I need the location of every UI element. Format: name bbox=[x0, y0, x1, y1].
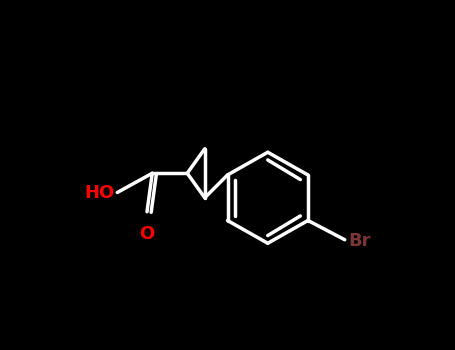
Text: HO: HO bbox=[84, 183, 115, 202]
Text: O: O bbox=[139, 225, 155, 243]
Text: Br: Br bbox=[348, 232, 371, 251]
